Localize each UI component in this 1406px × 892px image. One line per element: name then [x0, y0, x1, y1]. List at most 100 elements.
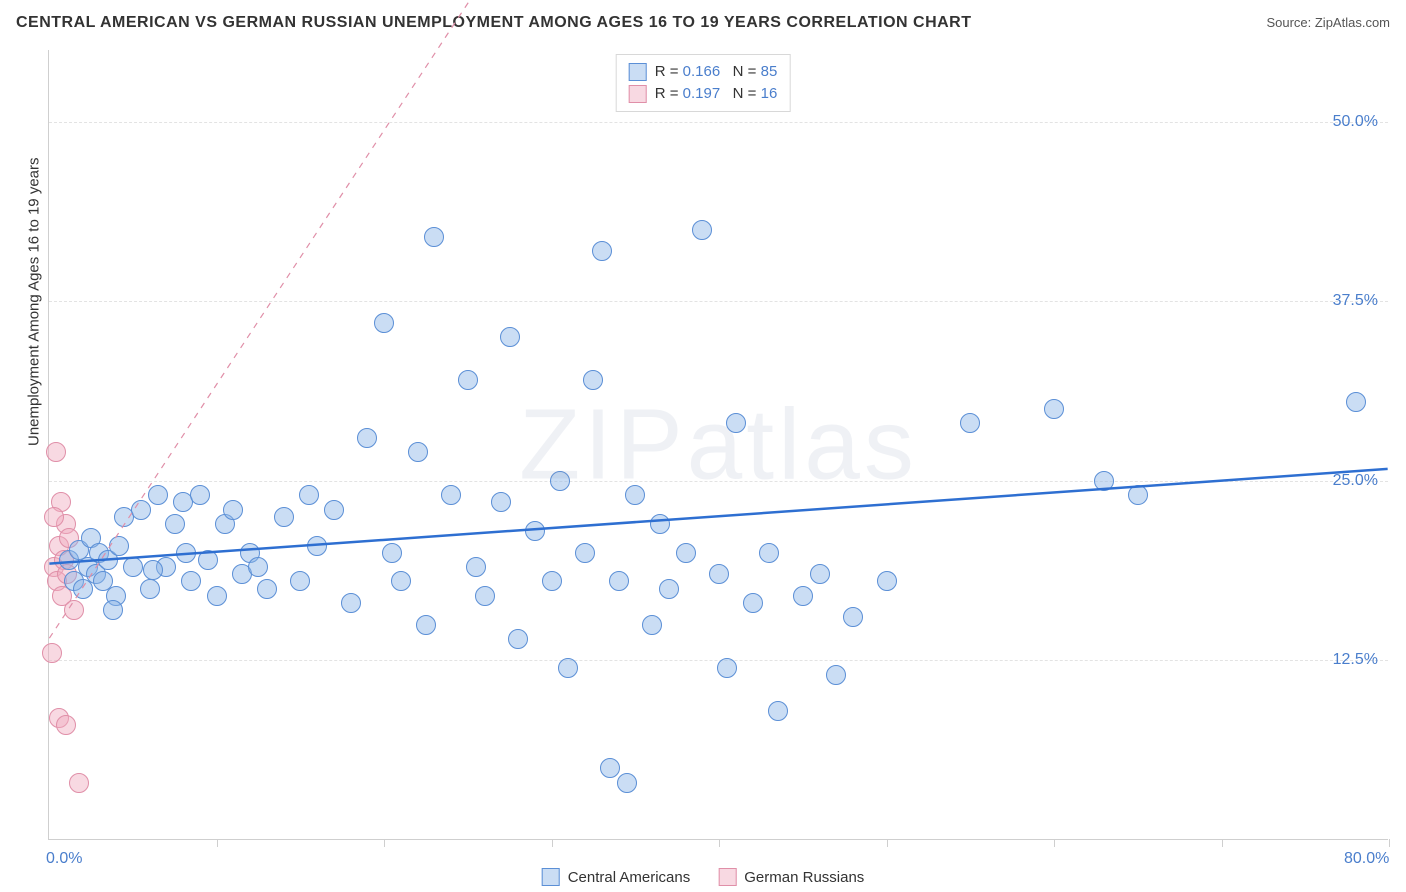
data-point-series-a: [650, 514, 670, 534]
data-point-series-a: [508, 629, 528, 649]
data-point-series-a: [877, 571, 897, 591]
legend-label: Central Americans: [568, 869, 691, 886]
x-axis-max-label: 80.0%: [1344, 850, 1389, 868]
stats-legend-box: R = 0.166 N = 85R = 0.197 N = 16: [616, 54, 791, 112]
data-point-series-a: [709, 564, 729, 584]
data-point-series-a: [324, 500, 344, 520]
x-tick: [552, 839, 553, 847]
data-point-series-a: [558, 658, 578, 678]
data-point-series-a: [726, 413, 746, 433]
chart-plot-area: ZIPatlas 12.5% 25.0% 37.5% 50.0%: [48, 50, 1388, 840]
data-point-series-b: [64, 600, 84, 620]
data-point-series-a: [1128, 485, 1148, 505]
data-point-series-a: [1094, 471, 1114, 491]
data-point-series-a: [103, 600, 123, 620]
data-point-series-a: [207, 586, 227, 606]
legend-swatch: [542, 868, 560, 886]
x-tick: [887, 839, 888, 847]
x-tick: [1054, 839, 1055, 847]
data-point-series-a: [793, 586, 813, 606]
data-point-series-a: [960, 413, 980, 433]
series-legend-item: Central Americans: [542, 868, 691, 886]
data-point-series-a: [148, 485, 168, 505]
y-axis-title: Unemployment Among Ages 16 to 19 years: [26, 157, 43, 446]
data-point-series-a: [274, 507, 294, 527]
data-point-series-a: [416, 615, 436, 635]
data-point-series-a: [659, 579, 679, 599]
data-point-series-a: [491, 492, 511, 512]
data-point-series-a: [583, 370, 603, 390]
data-point-series-a: [181, 571, 201, 591]
y-tick-label: 12.5%: [1333, 651, 1378, 669]
data-point-series-a: [625, 485, 645, 505]
series-legend: Central Americans German Russians: [542, 868, 865, 886]
legend-stat-text: R = 0.166 N = 85: [655, 61, 778, 83]
data-point-series-a: [382, 543, 402, 563]
trend-lines-layer: [49, 50, 1388, 839]
data-point-series-a: [299, 485, 319, 505]
data-point-series-a: [290, 571, 310, 591]
data-point-series-a: [374, 313, 394, 333]
data-point-series-a: [190, 485, 210, 505]
stats-legend-row: R = 0.166 N = 85: [629, 61, 778, 83]
data-point-series-a: [550, 471, 570, 491]
data-point-series-b: [46, 442, 66, 462]
data-point-series-a: [826, 665, 846, 685]
data-point-series-a: [692, 220, 712, 240]
data-point-series-b: [56, 715, 76, 735]
data-point-series-a: [248, 557, 268, 577]
data-point-series-a: [717, 658, 737, 678]
data-point-series-a: [131, 500, 151, 520]
data-point-series-a: [165, 514, 185, 534]
x-tick: [719, 839, 720, 847]
x-tick: [1222, 839, 1223, 847]
data-point-series-a: [843, 607, 863, 627]
x-tick: [384, 839, 385, 847]
chart-title: CENTRAL AMERICAN VS GERMAN RUSSIAN UNEMP…: [16, 14, 972, 32]
x-tick: [1389, 839, 1390, 847]
data-point-series-a: [609, 571, 629, 591]
gridline: [49, 301, 1388, 302]
data-point-series-a: [759, 543, 779, 563]
x-tick: [217, 839, 218, 847]
data-point-series-a: [475, 586, 495, 606]
watermark-text: ZIPatlas: [519, 387, 918, 502]
data-point-series-a: [542, 571, 562, 591]
data-point-series-a: [357, 428, 377, 448]
data-point-series-a: [424, 227, 444, 247]
data-point-series-a: [600, 758, 620, 778]
data-point-series-a: [441, 485, 461, 505]
data-point-series-a: [592, 241, 612, 261]
legend-stat-text: R = 0.197 N = 16: [655, 83, 778, 105]
y-tick-label: 50.0%: [1333, 113, 1378, 131]
data-point-series-a: [307, 536, 327, 556]
y-tick-label: 37.5%: [1333, 292, 1378, 310]
data-point-series-a: [257, 579, 277, 599]
data-point-series-a: [466, 557, 486, 577]
data-point-series-a: [391, 571, 411, 591]
y-tick-label: 25.0%: [1333, 472, 1378, 490]
data-point-series-a: [500, 327, 520, 347]
data-point-series-a: [198, 550, 218, 570]
data-point-series-a: [408, 442, 428, 462]
data-point-series-a: [642, 615, 662, 635]
source-label: Source: ZipAtlas.com: [1266, 15, 1390, 30]
data-point-series-a: [768, 701, 788, 721]
data-point-series-a: [1346, 392, 1366, 412]
data-point-series-a: [143, 560, 163, 580]
data-point-series-a: [1044, 399, 1064, 419]
stats-legend-row: R = 0.197 N = 16: [629, 83, 778, 105]
data-point-series-a: [140, 579, 160, 599]
data-point-series-a: [341, 593, 361, 613]
data-point-series-a: [176, 543, 196, 563]
legend-label: German Russians: [744, 869, 864, 886]
legend-swatch: [718, 868, 736, 886]
data-point-series-b: [44, 507, 64, 527]
data-point-series-a: [109, 536, 129, 556]
data-point-series-b: [69, 773, 89, 793]
data-point-series-a: [810, 564, 830, 584]
data-point-series-a: [458, 370, 478, 390]
data-point-series-a: [575, 543, 595, 563]
legend-swatch: [629, 85, 647, 103]
series-legend-item: German Russians: [718, 868, 864, 886]
